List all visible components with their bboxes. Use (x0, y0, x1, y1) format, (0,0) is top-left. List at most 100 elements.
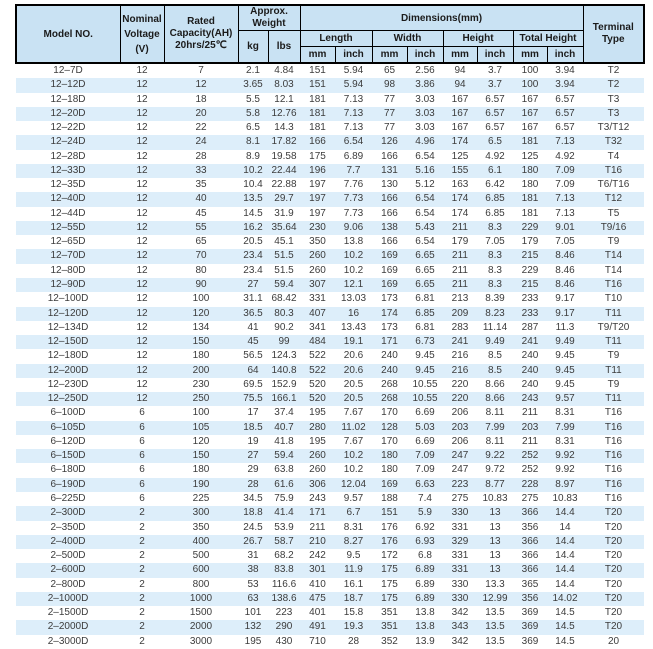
value-cell: 4.92 (555, 150, 575, 162)
table-row: 2–600D 2 600 38 83.8 301 11.9 175 6.89 331 13 366 14… (16, 563, 644, 578)
value-cell: 241 (521, 336, 539, 348)
value-cell: 188 (381, 492, 398, 504)
value-cell: T16 (604, 478, 623, 490)
value-cell: 8.97 (555, 478, 575, 490)
table-row: 12–150D 12 150 45 99 484 19.1 171 6.73 241 9.49 241… (16, 335, 644, 350)
value-cell: 10.83 (552, 492, 578, 504)
value-cell: 14.4 (555, 535, 575, 547)
value-cell: 8.31 (555, 407, 575, 419)
value-cell: 17.82 (271, 136, 297, 148)
header-kg: kg (237, 30, 269, 64)
header-width: Width (371, 30, 444, 47)
value-cell: 366 (521, 535, 539, 547)
value-cell: 3.65 (243, 79, 263, 91)
value-cell: 369 (521, 607, 539, 619)
table-row: 12–40D 12 40 13.5 29.7 197 7.73 166 6.54 174 6.85 1… (16, 192, 644, 207)
value-cell: 197 (309, 207, 326, 219)
value-cell: 10.2 (343, 450, 364, 462)
value-cell: 181 (309, 107, 326, 119)
model-cell: 2–350D (50, 521, 86, 533)
value-cell: 40.7 (274, 421, 294, 433)
value-cell: 2 (139, 621, 145, 633)
value-cell: T16 (604, 164, 623, 176)
value-cell: 6 (139, 464, 145, 476)
value-cell: 13.8 (343, 236, 364, 248)
value-cell: T16 (604, 450, 623, 462)
value-cell: 12.1 (343, 278, 364, 290)
value-cell: 9.57 (343, 492, 364, 504)
value-cell: 6 (139, 407, 145, 419)
value-cell: T16 (604, 407, 623, 419)
value-cell: 307 (309, 278, 326, 290)
value-cell: 41 (247, 321, 259, 333)
value-cell: 12 (136, 65, 148, 76)
value-cell: 13 (489, 507, 501, 519)
value-cell: T20 (604, 578, 623, 590)
table-row: 12–65D 12 65 20.5 45.1 350 13.8 166 6.54 179 7.05 1… (16, 235, 644, 250)
value-cell: 19.3 (343, 621, 364, 633)
header-line: Terminal (592, 22, 634, 33)
value-cell: 211 (522, 435, 538, 447)
value-cell: 68.2 (274, 550, 294, 562)
value-cell: 520 (309, 378, 326, 390)
value-cell: 175 (381, 592, 398, 604)
value-cell: 14.5 (555, 635, 575, 647)
value-cell: 330 (451, 507, 469, 519)
value-cell: T11 (605, 336, 622, 348)
value-cell: T9/T20 (597, 321, 630, 333)
value-cell: 6.65 (415, 264, 435, 276)
value-cell: 169 (381, 250, 398, 262)
value-cell: 7.76 (343, 179, 364, 191)
table-row: 12–120D 12 120 36.5 80.3 407 16 174 6.85 209 8.23 2… (16, 306, 644, 321)
table-row: 12–44D 12 45 14.5 31.9 197 7.73 166 6.54 174 6.85 1… (16, 206, 644, 221)
value-cell: 8.11 (485, 435, 505, 447)
value-cell: 64 (247, 364, 259, 376)
value-cell: 12 (136, 278, 148, 290)
value-cell: 6.57 (485, 93, 505, 105)
table-row: 2–1500D 2 1500 101 223 401 15.8 351 13.8 342 13.5 3… (16, 606, 644, 621)
value-cell: 12 (136, 122, 148, 134)
header-total-height-mm: mm (512, 46, 548, 64)
value-cell: 138.6 (271, 592, 297, 604)
value-cell: 268 (381, 378, 398, 390)
value-cell: 69.5 (243, 378, 263, 390)
value-cell: 167 (451, 93, 469, 105)
value-cell: 230 (192, 378, 210, 390)
value-cell: 176 (381, 521, 398, 533)
value-cell: 19.1 (343, 336, 364, 348)
value-cell: 3.94 (555, 79, 575, 91)
value-cell: 150 (192, 450, 210, 462)
model-cell: 12–80D (50, 264, 86, 276)
value-cell: 260 (309, 264, 326, 276)
value-cell: T4 (607, 150, 620, 162)
value-cell: 430 (275, 635, 293, 647)
model-cell: 12–250D (47, 393, 89, 405)
header-line: Capacity(AH) (169, 28, 233, 39)
value-cell: 5.16 (415, 164, 435, 176)
value-cell: 77 (383, 93, 396, 105)
header-length-mm: mm (299, 46, 336, 64)
table-row: 12–20D 12 20 5.8 12.76 181 7.13 77 3.03 167 6.57 16… (16, 106, 644, 122)
value-cell: 19 (247, 435, 259, 447)
value-cell: 10.2 (343, 250, 364, 262)
value-cell: 2 (139, 578, 145, 590)
value-cell: 23.4 (243, 264, 263, 276)
value-cell: 2 (139, 607, 145, 619)
header-length: Length (299, 30, 373, 47)
value-cell: T2 (607, 79, 620, 91)
model-cell: 2–1000D (47, 592, 89, 604)
value-cell: 22.44 (271, 164, 297, 176)
value-cell: 152.9 (271, 378, 297, 390)
value-cell: 211 (452, 250, 468, 262)
header-rated-capacity: Rated Capacity(AH) 20hrs/25℃ (163, 4, 239, 64)
value-cell: 116.6 (271, 578, 297, 590)
value-cell: 105 (192, 421, 210, 433)
value-cell: 58.7 (274, 535, 294, 547)
value-cell: 195 (309, 407, 326, 419)
value-cell: 3.7 (488, 79, 502, 91)
model-cell: 12–40D (50, 193, 86, 205)
value-cell: 181 (521, 193, 539, 205)
value-cell: 5.94 (343, 65, 364, 76)
value-cell: 6.8 (418, 550, 432, 562)
value-cell: 10.55 (412, 393, 438, 405)
